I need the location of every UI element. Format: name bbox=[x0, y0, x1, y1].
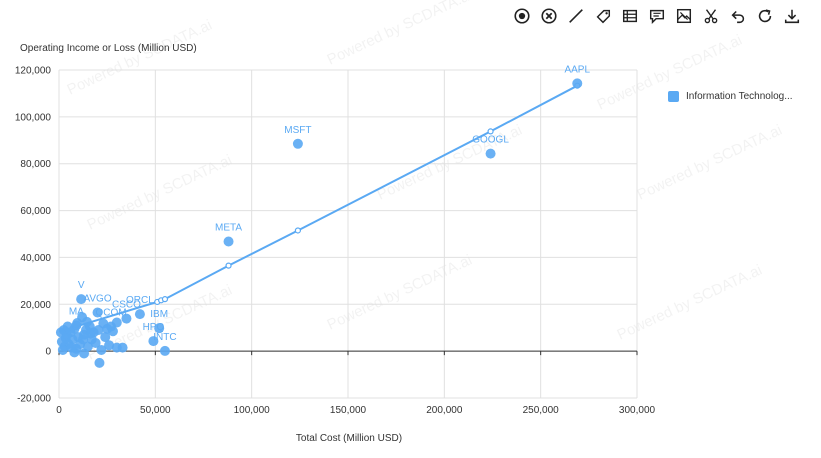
clear-icon[interactable] bbox=[539, 6, 559, 26]
data-point bbox=[72, 318, 83, 329]
y-tick-label: 80,000 bbox=[20, 159, 51, 170]
axes-layer: -20,000 0 20,000 40,000 60,000 80,000 100,000 1… bbox=[15, 66, 656, 417]
data-point bbox=[107, 326, 118, 337]
data-point bbox=[223, 236, 234, 247]
comment-icon[interactable] bbox=[647, 6, 667, 26]
x-tick-label: 300,000 bbox=[619, 405, 656, 416]
legend-label: Information Technolog... bbox=[686, 91, 793, 102]
y-tick-label: 20,000 bbox=[20, 300, 51, 311]
legend-item[interactable]: Information Technolog... bbox=[668, 91, 793, 102]
data-point-label: MSFT bbox=[284, 125, 311, 136]
data-point-label: HPQ bbox=[143, 322, 165, 333]
data-point bbox=[93, 325, 104, 336]
x-tick-label: 200,000 bbox=[426, 405, 463, 416]
data-point bbox=[292, 138, 303, 149]
data-point bbox=[154, 323, 165, 334]
data-point-label: MA bbox=[69, 306, 84, 317]
x-axis-label: Total Cost (Million USD) bbox=[296, 433, 402, 444]
trendline-marker bbox=[161, 296, 169, 303]
undo-icon[interactable] bbox=[728, 6, 748, 26]
data-point bbox=[76, 294, 87, 305]
legend-swatch bbox=[668, 91, 679, 102]
grid-layer bbox=[58, 69, 638, 399]
data-point bbox=[92, 307, 103, 318]
x-tick-label: 150,000 bbox=[330, 405, 367, 416]
y-tick-label: 40,000 bbox=[20, 253, 51, 264]
data-point-label: AAPL bbox=[564, 64, 590, 75]
data-point-label: QCOM bbox=[95, 308, 126, 319]
data-point-label: CSCO bbox=[112, 300, 141, 311]
data-point bbox=[104, 340, 115, 351]
data-point-label: ORCL bbox=[126, 295, 154, 306]
x-tick-label: 0 bbox=[56, 405, 62, 416]
watermark-text: Powered by SCDATA.ai bbox=[635, 122, 785, 204]
y-tick-label: 60,000 bbox=[20, 206, 51, 217]
image-comment-icon[interactable] bbox=[674, 6, 694, 26]
data-point bbox=[111, 317, 122, 328]
data-point bbox=[60, 333, 71, 344]
y-tick-label: 0 bbox=[45, 347, 51, 358]
trendline-marker bbox=[294, 227, 302, 234]
data-point bbox=[85, 328, 96, 339]
x-tick-label: 100,000 bbox=[234, 405, 271, 416]
data-point bbox=[62, 321, 73, 332]
y-tick-label: 100,000 bbox=[15, 112, 52, 123]
data-point bbox=[57, 344, 68, 355]
x-tick-label: 50,000 bbox=[140, 405, 171, 416]
x-tick-label: 250,000 bbox=[523, 405, 560, 416]
data-point-label: GOOGL bbox=[472, 135, 509, 146]
points-layer bbox=[55, 78, 583, 368]
tag-icon[interactable] bbox=[593, 6, 613, 26]
data-point bbox=[485, 148, 496, 159]
data-point bbox=[66, 342, 77, 353]
data-point bbox=[94, 357, 105, 368]
data-point bbox=[121, 313, 132, 324]
trendline-marker bbox=[487, 128, 494, 135]
data-point-label: V bbox=[78, 280, 85, 291]
table-icon[interactable] bbox=[620, 6, 640, 26]
data-point-label: META bbox=[215, 222, 242, 233]
y-tick-label: -20,000 bbox=[17, 394, 51, 405]
y-tick-label: 120,000 bbox=[15, 66, 52, 77]
data-point bbox=[134, 309, 145, 320]
watermark-text: Powered by SCDATA.ai bbox=[325, 252, 475, 334]
refresh-icon[interactable] bbox=[755, 6, 775, 26]
data-point bbox=[81, 316, 92, 327]
data-point-label: AVGO bbox=[83, 293, 111, 304]
data-point bbox=[78, 334, 89, 345]
data-point bbox=[96, 344, 107, 355]
trendline-marker bbox=[225, 262, 232, 269]
target-icon[interactable] bbox=[512, 6, 532, 26]
watermark-text: Powered by SCDATA.ai bbox=[325, 0, 475, 69]
scissors-icon[interactable] bbox=[701, 6, 721, 26]
data-point bbox=[100, 332, 111, 343]
data-point bbox=[117, 342, 128, 353]
data-point bbox=[572, 78, 583, 89]
line-icon[interactable] bbox=[566, 6, 586, 26]
chart-toolbar bbox=[512, 5, 802, 27]
y-axis-label: Operating Income or Loss (Million USD) bbox=[20, 43, 197, 54]
data-point-label: IBM bbox=[150, 309, 168, 320]
watermark-text: Powered by SCDATA.ai bbox=[65, 17, 215, 99]
download-icon[interactable] bbox=[782, 6, 802, 26]
data-point bbox=[159, 345, 170, 356]
watermark-layer: Powered by SCDATA.ai Powered by SCDATA.ai… bbox=[65, 0, 785, 364]
data-point bbox=[148, 336, 159, 347]
data-point bbox=[90, 337, 101, 348]
data-point-label: INTC bbox=[153, 332, 176, 343]
